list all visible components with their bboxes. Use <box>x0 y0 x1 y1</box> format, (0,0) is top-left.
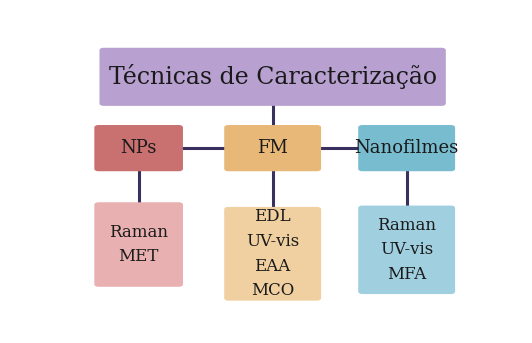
Text: Raman
MET: Raman MET <box>109 224 168 265</box>
FancyBboxPatch shape <box>99 48 446 106</box>
Text: Técnicas de Caracterização: Técnicas de Caracterização <box>109 64 437 89</box>
FancyBboxPatch shape <box>94 202 183 287</box>
FancyBboxPatch shape <box>94 125 183 171</box>
Text: Raman
UV-vis
MFA: Raman UV-vis MFA <box>377 216 436 283</box>
Text: EDL
UV-vis
EAA
MCO: EDL UV-vis EAA MCO <box>246 208 300 299</box>
FancyBboxPatch shape <box>358 205 455 294</box>
Text: FM: FM <box>257 139 288 157</box>
FancyBboxPatch shape <box>224 207 321 301</box>
Text: NPs: NPs <box>120 139 157 157</box>
FancyBboxPatch shape <box>224 125 321 171</box>
FancyBboxPatch shape <box>358 125 455 171</box>
Text: Nanofilmes: Nanofilmes <box>354 139 459 157</box>
